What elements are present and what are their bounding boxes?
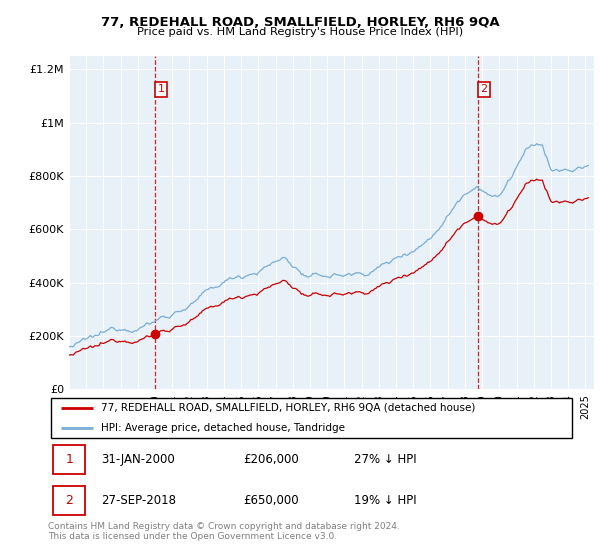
Text: Contains HM Land Registry data © Crown copyright and database right 2024.
This d: Contains HM Land Registry data © Crown c… xyxy=(48,522,400,542)
Text: 31-JAN-2000: 31-JAN-2000 xyxy=(101,453,175,466)
Text: £650,000: £650,000 xyxy=(244,494,299,507)
Text: 19% ↓ HPI: 19% ↓ HPI xyxy=(354,494,417,507)
Text: 77, REDEHALL ROAD, SMALLFIELD, HORLEY, RH6 9QA (detached house): 77, REDEHALL ROAD, SMALLFIELD, HORLEY, R… xyxy=(101,403,475,413)
Text: Price paid vs. HM Land Registry's House Price Index (HPI): Price paid vs. HM Land Registry's House … xyxy=(137,27,463,37)
FancyBboxPatch shape xyxy=(53,486,85,515)
Text: 2: 2 xyxy=(481,85,488,94)
Text: £206,000: £206,000 xyxy=(244,453,299,466)
Text: 77, REDEHALL ROAD, SMALLFIELD, HORLEY, RH6 9QA: 77, REDEHALL ROAD, SMALLFIELD, HORLEY, R… xyxy=(101,16,499,29)
Text: 27-SEP-2018: 27-SEP-2018 xyxy=(101,494,176,507)
Text: 1: 1 xyxy=(65,453,73,466)
Text: 1: 1 xyxy=(158,85,164,94)
Text: HPI: Average price, detached house, Tandridge: HPI: Average price, detached house, Tand… xyxy=(101,423,345,433)
Text: 27% ↓ HPI: 27% ↓ HPI xyxy=(354,453,417,466)
Text: 2: 2 xyxy=(65,494,73,507)
FancyBboxPatch shape xyxy=(53,445,85,474)
FancyBboxPatch shape xyxy=(50,398,572,438)
